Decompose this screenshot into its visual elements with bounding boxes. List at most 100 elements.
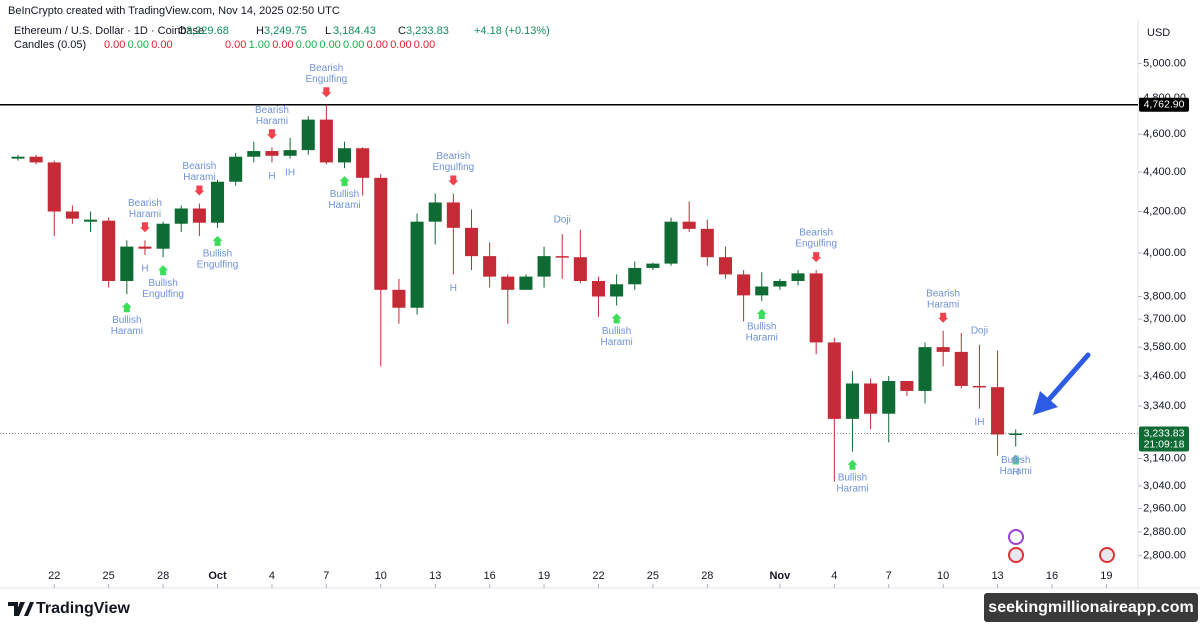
indicator-value: 0.00 [128,39,149,51]
candle-body [646,263,660,268]
pattern-label: Harami [836,483,868,494]
indicator-value: 0.00 [104,39,125,51]
candle-body [628,267,642,285]
candle-body [47,162,61,212]
pattern-label: IH [285,167,295,178]
y-tick-label: 2,800.00 [1143,550,1186,562]
pattern-label: Bearish [128,198,162,209]
candle-body [755,286,769,296]
candle-body [610,284,624,297]
candle-body [591,280,606,297]
x-tick-label: 13 [991,570,1003,582]
candle-body [972,385,986,388]
candle-body [573,257,587,281]
y-tick-label: 4,400.00 [1143,166,1186,178]
candle-body [483,256,497,277]
y-tick-label: 2,960.00 [1143,503,1186,515]
candle-body [501,276,515,290]
pattern-arrow [266,129,277,140]
arrow-shaft [1042,352,1091,407]
x-tick-label: 10 [937,570,949,582]
candle-body [265,151,279,156]
indicator-value: 0.00 [151,39,172,51]
x-tick-label: 28 [157,570,169,582]
y-tick-label: 3,580.00 [1143,341,1186,353]
logo-mark [8,602,34,616]
x-tick-label: 16 [484,570,496,582]
pattern-label: Bearish [926,288,960,299]
pattern-label: Harami [328,200,360,211]
x-tick-label: 10 [375,570,387,582]
candle-body [102,220,116,281]
x-tick-label: 13 [429,570,441,582]
level-label: 4,762.90 [1144,99,1185,111]
candle-body [882,381,896,414]
pattern-label: Harami [746,333,778,344]
event-icons [1008,529,1115,563]
candle-body [356,148,370,178]
pattern-arrow [139,222,150,233]
pattern-label: Harami [927,299,959,310]
ohlc-value: 3,233.83 [406,25,449,37]
pattern-arrow [194,185,205,196]
candle-body [791,273,805,281]
pattern-label: Harami [601,337,633,348]
x-tick-label: 28 [701,570,713,582]
candle-body [301,119,315,151]
pattern-label: Doji [971,325,988,336]
candle-body [718,257,732,275]
pattern-label: Bearish [182,161,216,172]
x-tick-label: Oct [208,570,227,582]
pattern-arrow [756,308,767,319]
y-tick-label: 3,340.00 [1143,400,1186,412]
x-tick-label: 19 [1100,570,1112,582]
pattern-label: Harami [129,209,161,220]
ohlc-change: +4.18 (+0.13%) [474,25,550,37]
candle-body [192,208,206,223]
candle-body [247,151,261,157]
level-tag [1139,97,1189,112]
indicator-value: 0.00 [225,39,246,51]
x-tick-label: 4 [269,570,275,582]
logo-text: TradingView [36,600,131,617]
pattern-label: Bullish [148,278,177,289]
pattern-label: Engulfing [795,239,837,250]
pattern-label: Doji [554,215,571,226]
pattern-label: Bearish [255,105,289,116]
pattern-label: Bearish [436,151,470,162]
candle-body [519,276,533,290]
pattern-label: Harami [111,326,143,337]
pattern-arrow [1010,454,1021,465]
y-tick-label: 3,040.00 [1143,480,1186,492]
indicator-value: 0.00 [296,39,317,51]
watermark-box [984,593,1198,622]
event-icon [1008,547,1024,563]
x-tick-label: 7 [886,570,892,582]
ohlc-key: C [398,25,406,37]
watermark: seekingmillionaireapp.com [988,599,1193,616]
x-tick-label: 19 [538,570,550,582]
candle-body [1009,433,1023,435]
candle-body [918,347,932,391]
candle-body [991,387,1005,435]
indicator-value: 0.00 [272,39,293,51]
candle-body [319,119,333,163]
candle-body [864,383,878,414]
pattern-arrow [158,265,169,276]
pattern-label: Bullish [602,326,631,337]
blue-arrow [1033,352,1091,415]
credit: BeInCrypto created with TradingView.com,… [8,5,340,17]
y-tick-label: 3,140.00 [1143,452,1186,464]
event-icon [1099,547,1115,563]
y-tick-label: 3,700.00 [1143,313,1186,325]
pattern-label: Bullish [203,248,232,259]
last-price-tag [1139,426,1189,452]
ohlc-value: 3,249.75 [264,25,307,37]
y-tick-label: 4,600.00 [1143,128,1186,140]
pattern-arrow [212,235,223,246]
pattern-label: Bearish [799,228,833,239]
candle-body [700,228,714,258]
pattern-label: IH [974,417,984,428]
candle-body [682,221,696,229]
candle-body [664,221,678,264]
